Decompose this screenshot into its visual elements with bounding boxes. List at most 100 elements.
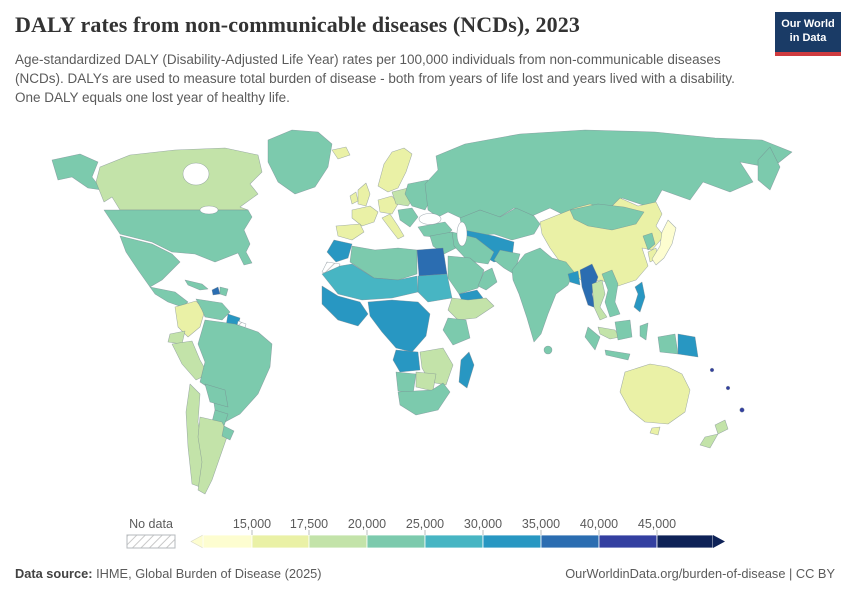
data-source: Data source: IHME, Global Burden of Dise… [15,566,322,581]
legend-tick-label: 25,000 [406,517,444,531]
legend-bin-3[interactable] [366,534,426,549]
license-badge[interactable]: CC BY [795,566,835,581]
region-mexico[interactable] [119,235,181,288]
legend-bin-0[interactable] [202,534,253,549]
region-germany[interactable] [377,195,399,215]
region-indonesia[interactable] [657,333,679,355]
legend-bin-4[interactable] [424,534,484,549]
region-angola[interactable] [392,349,421,373]
region-bangladesh[interactable] [567,270,581,286]
legend-bin-5[interactable] [482,534,542,549]
region-solomon-islands[interactable] [725,385,731,391]
region-algeria-libya[interactable] [349,245,418,281]
region-brazil[interactable] [197,319,273,423]
region-iceland[interactable] [331,146,351,160]
region-south-africa[interactable] [397,382,451,416]
region-madagascar[interactable] [458,351,475,389]
region-indonesia[interactable] [639,322,649,341]
legend-tick-label: 45,000 [638,517,676,531]
region-indochina[interactable] [601,269,621,318]
region-new-zealand[interactable] [714,419,729,435]
region-haiti[interactable] [211,286,221,296]
chart-subtitle: Age-standardized DALY (Disability-Adjust… [15,52,735,106]
world-choropleth-map[interactable] [0,122,850,504]
legend-bin-2[interactable] [308,534,368,549]
region-thailand[interactable] [591,279,608,321]
region-solomon-islands[interactable] [709,367,715,373]
region-uk[interactable] [357,182,371,207]
region-north-korea[interactable] [642,232,656,251]
region-mongolia[interactable] [569,203,645,231]
region-oman[interactable] [477,267,498,291]
legend-arrow-left[interactable] [190,534,204,549]
region-iberia[interactable] [335,223,365,241]
region-sudan[interactable] [417,273,453,303]
region-india[interactable] [511,247,575,343]
legend-tick-label: 15,000 [233,517,271,531]
region-balkans[interactable] [397,207,419,228]
legend-bin-8[interactable] [656,534,714,549]
region-uruguay[interactable] [221,425,235,441]
region-dominican-republic[interactable] [219,286,229,297]
region-zimbabwe-botswana[interactable] [415,371,437,392]
owid-logo-line1: Our World [781,18,835,31]
region-indonesia[interactable] [614,319,633,341]
region-morocco[interactable] [326,239,353,263]
legend-arrow-right[interactable] [713,535,725,548]
region-egypt[interactable] [416,247,448,277]
region-colombia[interactable] [174,300,206,338]
region-fiji[interactable] [739,407,745,413]
legend-bin-7[interactable] [598,534,658,549]
region-cuba[interactable] [184,279,209,291]
legend-bin-1[interactable] [251,534,310,549]
data-source-value: IHME, Global Burden of Disease (2025) [92,566,322,581]
region-ireland[interactable] [349,191,359,205]
region-italy[interactable] [381,213,405,240]
region-australia[interactable] [619,363,691,425]
region-scandinavia[interactable] [377,147,413,193]
owid-logo-line2: in Data [789,32,827,44]
legend-tick-label: 17,500 [290,517,328,531]
legend-bin-6[interactable] [540,534,600,549]
region-canada[interactable] [95,147,263,211]
attribution: OurWorldinData.org/burden-of-disease | C… [565,566,835,581]
region-kenya-tanzania[interactable] [442,317,471,346]
caspian-sea [456,221,468,247]
no-data-swatch[interactable] [126,534,176,549]
region-australia[interactable] [649,426,661,436]
legend-tick-label: 35,000 [522,517,560,531]
region-indonesia[interactable] [604,349,631,361]
region-bolivia[interactable] [204,383,229,408]
region-horn-of-africa[interactable] [447,297,495,321]
region-japan[interactable] [651,219,677,266]
region-namibia[interactable] [395,371,417,395]
chart-footer: Data source: IHME, Global Burden of Dise… [15,566,835,581]
region-malaysia[interactable] [597,326,621,340]
map-legend[interactable]: No data 15,000 17,500 20,000 25,000 30,0… [0,510,850,554]
region-papua-new-guinea[interactable] [677,333,699,358]
black-sea [418,213,442,225]
owid-logo[interactable]: Our World in Data [775,12,841,56]
region-ecuador[interactable] [167,330,186,345]
region-nigeria-central-africa[interactable] [367,299,431,353]
page-title: DALY rates from non-communicable disease… [15,12,580,37]
region-central-america[interactable] [149,286,189,308]
region-indonesia[interactable] [584,326,601,351]
legend-tick-label: 20,000 [348,517,386,531]
region-france[interactable] [351,205,379,227]
region-usa[interactable] [51,153,103,191]
region-philippines[interactable] [633,281,646,313]
owid-url[interactable]: OurWorldinData.org/burden-of-disease [565,566,786,581]
region-west-africa[interactable] [321,285,369,327]
region-greenland[interactable] [267,129,333,195]
legend-tick-label: 30,000 [464,517,502,531]
region-usa[interactable] [103,209,253,266]
legend-tick-label: 40,000 [580,517,618,531]
region-sri-lanka[interactable] [543,345,553,355]
hudson-bay [182,162,210,186]
region-venezuela[interactable] [195,298,231,321]
region-new-zealand[interactable] [699,433,719,449]
region-russia[interactable] [757,146,781,191]
region-sahel[interactable] [321,263,419,301]
